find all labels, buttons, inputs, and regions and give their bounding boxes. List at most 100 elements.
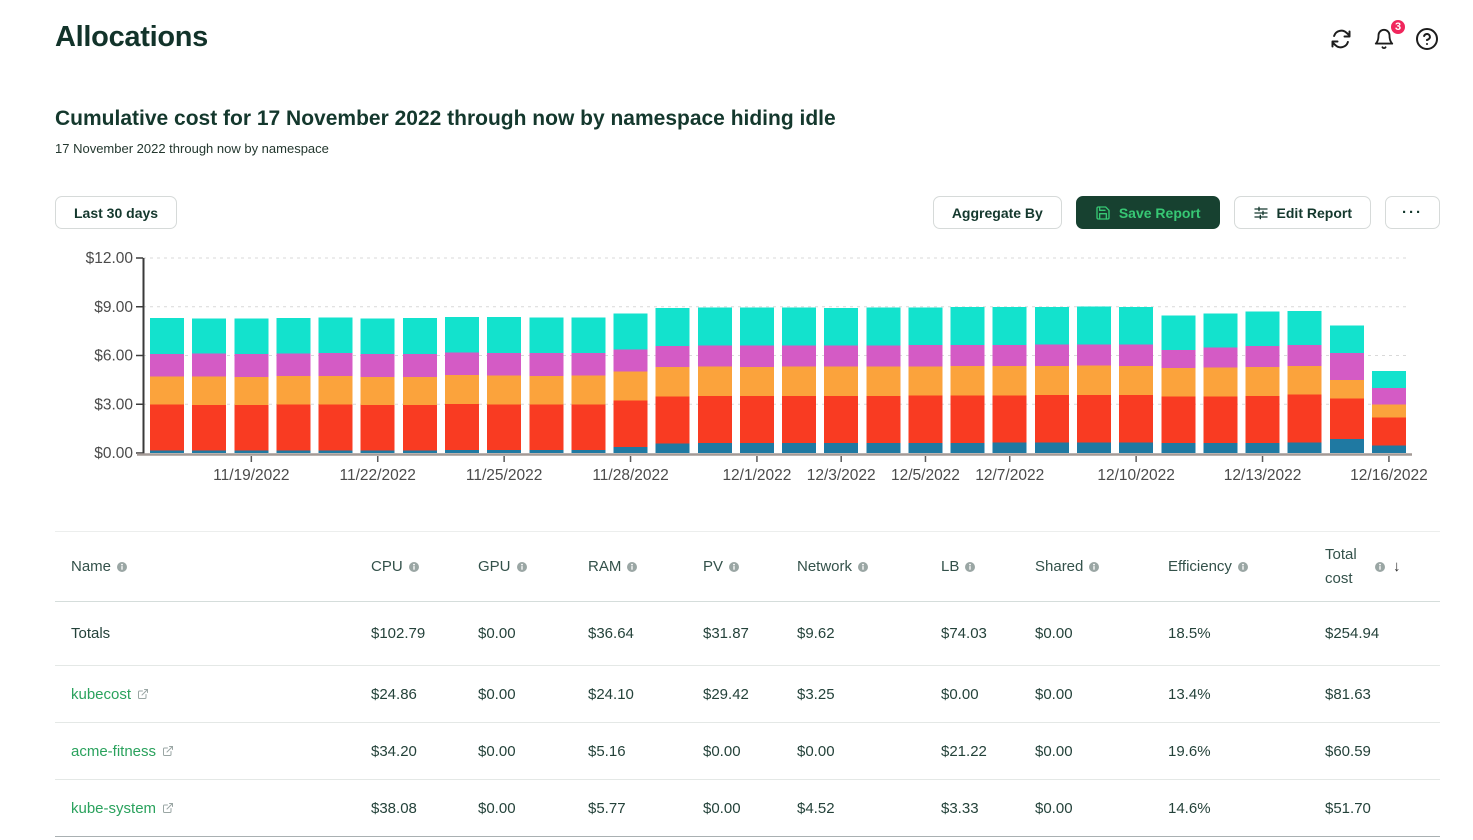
bar-segment-teal[interactable]	[1119, 307, 1154, 345]
bar-segment-blue[interactable]	[1203, 442, 1238, 453]
bar-segment-magenta[interactable]	[697, 345, 732, 367]
bar-segment-orange[interactable]	[1329, 379, 1364, 399]
refresh-button[interactable]	[1328, 26, 1354, 52]
bar-segment-red[interactable]	[992, 395, 1027, 443]
column-header-ram[interactable]: RAM	[588, 558, 703, 575]
bar-segment-orange[interactable]	[950, 366, 985, 396]
more-options-button[interactable]: ···	[1385, 196, 1440, 229]
bar-segment-teal[interactable]	[276, 317, 311, 354]
bar-segment-teal[interactable]	[1161, 315, 1196, 350]
bar-segment-red[interactable]	[318, 404, 353, 451]
bar-segment-orange[interactable]	[739, 366, 774, 397]
column-header-network[interactable]: Network	[797, 558, 941, 575]
bar-segment-orange[interactable]	[571, 375, 606, 405]
bar-segment-red[interactable]	[234, 405, 269, 451]
bar-segment-teal[interactable]	[950, 307, 985, 346]
sort-desc-icon[interactable]: ↓	[1393, 558, 1401, 575]
bar-segment-orange[interactable]	[1034, 365, 1069, 396]
bar-segment-red[interactable]	[655, 396, 690, 444]
bar-segment-magenta[interactable]	[655, 346, 690, 368]
bar-segment-blue[interactable]	[571, 450, 606, 453]
column-header-gpu[interactable]: GPU	[478, 558, 588, 575]
bar-segment-red[interactable]	[192, 405, 227, 451]
bar-segment-blue[interactable]	[1245, 442, 1280, 453]
bar-segment-orange[interactable]	[782, 366, 817, 396]
column-header-total-cost[interactable]: Total cost ↓	[1325, 543, 1440, 590]
bar-segment-magenta[interactable]	[1287, 345, 1322, 367]
bar-segment-red[interactable]	[529, 404, 564, 451]
namespace-link[interactable]: kube-system	[71, 800, 174, 817]
bar-segment-red[interactable]	[1203, 396, 1238, 443]
bar-segment-magenta[interactable]	[866, 345, 901, 367]
bar-segment-blue[interactable]	[318, 450, 353, 453]
bar-segment-teal[interactable]	[487, 317, 522, 353]
bar-segment-teal[interactable]	[739, 307, 774, 346]
aggregate-by-button[interactable]: Aggregate By	[932, 196, 1062, 229]
bar-segment-blue[interactable]	[1329, 439, 1364, 453]
bar-segment-red[interactable]	[1329, 398, 1364, 440]
bar-segment-teal[interactable]	[1287, 310, 1322, 346]
bar-segment-red[interactable]	[782, 395, 817, 443]
bar-segment-red[interactable]	[360, 405, 395, 451]
bar-segment-magenta[interactable]	[529, 353, 564, 376]
bar-segment-magenta[interactable]	[824, 345, 859, 367]
bar-segment-teal[interactable]	[1329, 325, 1364, 354]
bar-segment-red[interactable]	[1245, 395, 1280, 443]
bar-segment-teal[interactable]	[866, 307, 901, 346]
bar-segment-red[interactable]	[445, 403, 479, 451]
bar-segment-red[interactable]	[950, 395, 985, 443]
column-header-name[interactable]: Name	[71, 558, 371, 575]
bar-segment-orange[interactable]	[824, 366, 859, 396]
bar-segment-orange[interactable]	[1077, 365, 1111, 395]
bar-segment-magenta[interactable]	[360, 354, 395, 377]
bar-segment-orange[interactable]	[276, 376, 311, 405]
bar-segment-red[interactable]	[1161, 396, 1196, 443]
bar-segment-orange[interactable]	[234, 376, 269, 406]
bar-segment-magenta[interactable]	[739, 345, 774, 367]
bar-segment-teal[interactable]	[571, 317, 606, 353]
bar-segment-red[interactable]	[487, 404, 522, 451]
bar-segment-blue[interactable]	[1119, 442, 1154, 453]
namespace-link[interactable]: kubecost	[71, 686, 149, 703]
bar-segment-magenta[interactable]	[276, 353, 311, 377]
bar-segment-blue[interactable]	[234, 450, 269, 453]
bar-segment-orange[interactable]	[1119, 365, 1154, 396]
bar-segment-magenta[interactable]	[150, 353, 185, 377]
bar-segment-teal[interactable]	[1371, 370, 1406, 388]
bar-segment-blue[interactable]	[1034, 442, 1069, 453]
bar-segment-magenta[interactable]	[908, 345, 943, 367]
bar-segment-magenta[interactable]	[571, 352, 606, 376]
bar-segment-blue[interactable]	[739, 442, 774, 453]
bar-segment-magenta[interactable]	[487, 352, 522, 376]
bar-segment-magenta[interactable]	[1371, 388, 1406, 405]
bar-segment-red[interactable]	[1034, 395, 1069, 443]
bar-segment-blue[interactable]	[192, 450, 227, 453]
table-row-acme-fitness[interactable]: acme-fitness $34.20 $0.00 $5.16 $0.00 $0.00 $2…	[55, 723, 1440, 780]
bar-segment-magenta[interactable]	[234, 354, 269, 377]
notifications-button[interactable]: 3	[1371, 18, 1407, 52]
bar-segment-red[interactable]	[613, 400, 648, 447]
bar-segment-magenta[interactable]	[1077, 344, 1111, 366]
column-header-efficiency[interactable]: Efficiency	[1168, 558, 1325, 575]
bar-segment-blue[interactable]	[445, 450, 479, 453]
bar-segment-orange[interactable]	[1371, 404, 1406, 418]
help-button[interactable]	[1414, 26, 1440, 52]
bar-segment-orange[interactable]	[360, 376, 395, 406]
bar-segment-blue[interactable]	[992, 442, 1027, 453]
bar-segment-teal[interactable]	[824, 307, 859, 346]
bar-segment-teal[interactable]	[234, 318, 269, 355]
bar-segment-red[interactable]	[866, 395, 901, 443]
column-header-cpu[interactable]: CPU	[371, 558, 478, 575]
bar-segment-orange[interactable]	[697, 366, 732, 396]
bar-segment-blue[interactable]	[908, 442, 943, 453]
bar-segment-blue[interactable]	[950, 442, 985, 453]
bar-segment-teal[interactable]	[1077, 306, 1111, 345]
table-row-kubecost[interactable]: kubecost $24.86 $0.00 $24.10 $29.42 $3.25 $0.0…	[55, 666, 1440, 723]
save-report-button[interactable]: Save Report	[1075, 196, 1220, 229]
bar-segment-red[interactable]	[1371, 417, 1406, 446]
external-link-icon[interactable]	[137, 688, 149, 700]
bar-segment-orange[interactable]	[908, 366, 943, 396]
bar-segment-blue[interactable]	[276, 450, 311, 453]
bar-segment-magenta[interactable]	[950, 345, 985, 367]
bar-segment-magenta[interactable]	[613, 349, 648, 372]
